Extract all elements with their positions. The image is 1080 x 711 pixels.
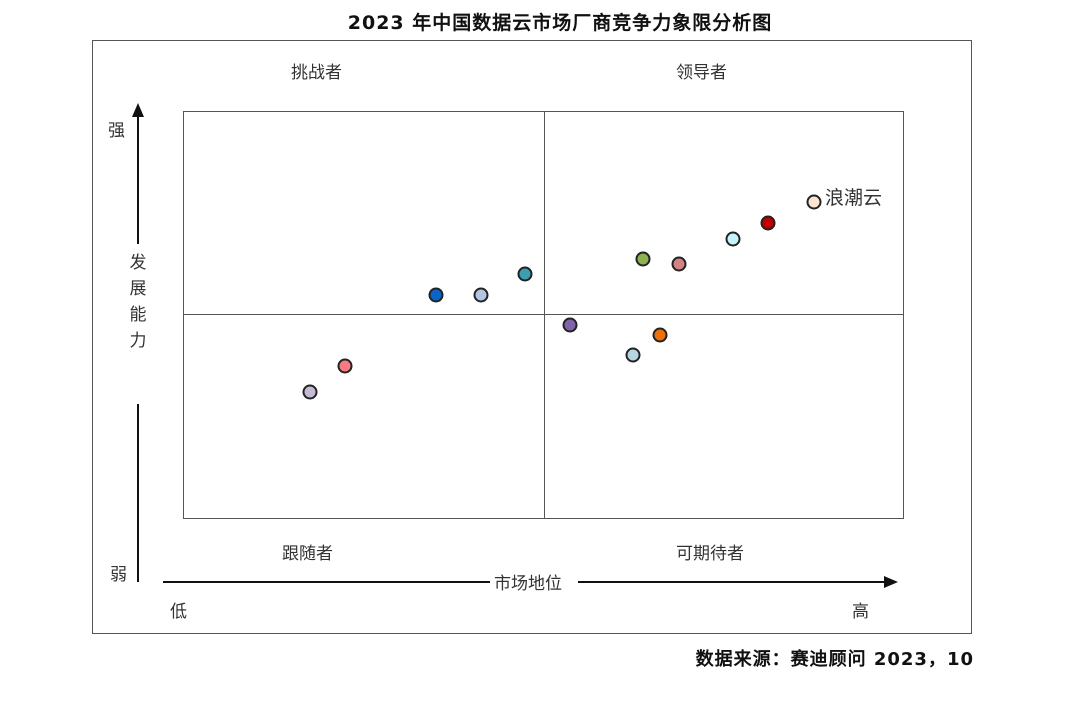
y-axis-line-upper xyxy=(137,114,139,244)
y-axis-low-label: 弱 xyxy=(110,565,127,585)
x-axis-title: 市场地位 xyxy=(494,574,562,594)
x-axis-high-label: 高 xyxy=(852,602,869,622)
y-axis-title: 发 展 能 力 xyxy=(128,250,148,354)
y-axis-line-lower xyxy=(137,404,139,582)
quadrant-label-promising: 可期待者 xyxy=(676,544,744,564)
data-point xyxy=(428,287,444,303)
y-axis-title-char: 能 xyxy=(129,305,147,325)
data-point xyxy=(337,358,353,374)
point-label-inspur-cloud: 浪潮云 xyxy=(825,187,883,209)
data-point xyxy=(671,256,687,272)
quadrant-divider-horizontal xyxy=(183,314,904,315)
data-point xyxy=(652,327,668,343)
x-axis-line-left xyxy=(163,581,490,583)
y-axis-title-char: 展 xyxy=(129,279,147,299)
data-point xyxy=(760,215,776,231)
data-point xyxy=(517,266,533,282)
plot-area xyxy=(183,111,904,519)
quadrant-label-followers: 跟随者 xyxy=(282,544,333,564)
x-axis-arrow-icon xyxy=(884,576,898,588)
y-axis-title-char: 力 xyxy=(129,331,147,351)
data-point xyxy=(473,287,489,303)
data-point xyxy=(562,317,578,333)
data-point xyxy=(302,384,318,400)
y-axis-arrow-icon xyxy=(132,103,144,117)
data-point xyxy=(725,231,741,247)
data-point xyxy=(625,347,641,363)
quadrant-label-leaders: 领导者 xyxy=(676,63,727,83)
quadrant-label-challengers: 挑战者 xyxy=(291,63,342,83)
x-axis-low-label: 低 xyxy=(170,602,187,622)
data-point xyxy=(635,251,651,267)
data-point xyxy=(806,194,822,210)
chart-title: 2023 年中国数据云市场厂商竞争力象限分析图 xyxy=(347,12,773,34)
x-axis-line-right xyxy=(578,581,886,583)
data-source: 数据来源：赛迪顾问 2023，10 xyxy=(695,649,974,670)
y-axis-high-label: 强 xyxy=(108,121,125,141)
y-axis-title-char: 发 xyxy=(129,253,147,273)
chart-frame xyxy=(92,40,972,634)
quadrant-divider-vertical xyxy=(544,111,545,519)
